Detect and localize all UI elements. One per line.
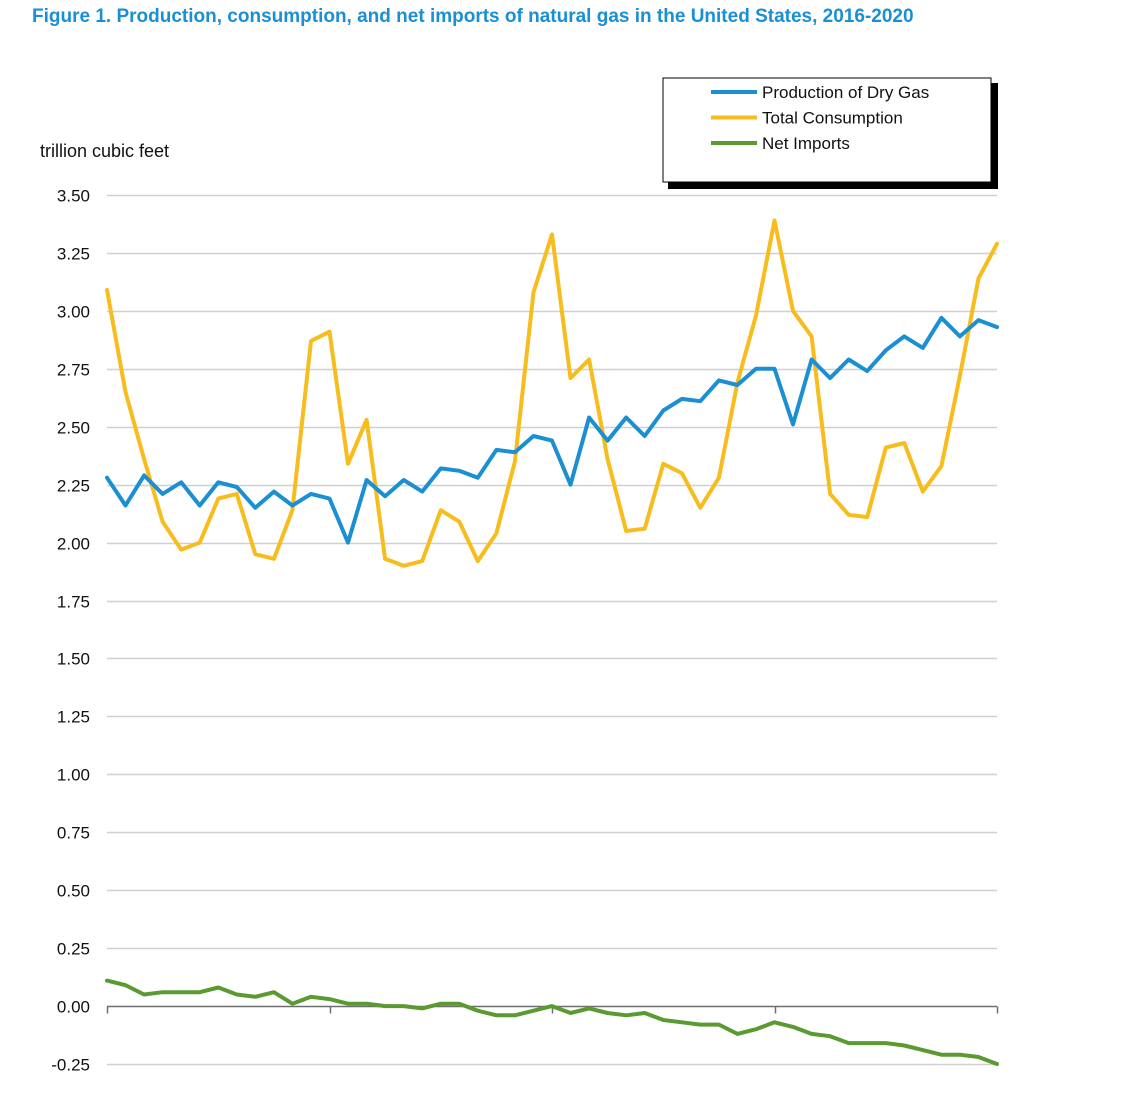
- y-axis-unit-label: trillion cubic feet: [40, 141, 170, 161]
- y-tick-label: 3.00: [57, 303, 90, 322]
- grid-lines: [107, 194, 997, 1066]
- y-tick-label: 2.00: [57, 535, 90, 554]
- series-lines: [105, 218, 999, 1066]
- y-tick-label: 0.50: [57, 882, 90, 901]
- legend-label: Production of Dry Gas: [762, 83, 929, 102]
- y-axis-tick-labels: -0.25 0.00 0.25 0.50 0.75 1.00 1.25 1.50 1.75 2.0…: [51, 187, 90, 1075]
- y-tick-label: 2.50: [57, 419, 90, 438]
- y-tick-label: 1.75: [57, 593, 90, 612]
- series-line-net-imports: [105, 978, 999, 1066]
- legend-label: Total Consumption: [762, 109, 903, 128]
- y-tick-label: 1.25: [57, 708, 90, 727]
- y-tick-label: 3.50: [57, 187, 90, 206]
- y-tick-label: 0.00: [57, 998, 90, 1017]
- y-tick-label: 2.75: [57, 361, 90, 380]
- series-line-production-of-dry-gas: [105, 315, 999, 545]
- legend-box: [662, 77, 992, 183]
- series-line-total-consumption: [105, 218, 999, 568]
- y-tick-label: 1.50: [57, 650, 90, 669]
- y-tick-label: 0.25: [57, 940, 90, 959]
- y-tick-label: 0.75: [57, 824, 90, 843]
- legend: Production of Dry Gas Total Consumption Ne…: [662, 77, 998, 189]
- y-tick-label: 1.00: [57, 766, 90, 785]
- y-tick-label: -0.25: [51, 1056, 90, 1075]
- legend-label: Net Imports: [762, 134, 850, 153]
- y-tick-label: 3.25: [57, 245, 90, 264]
- y-tick-label: 2.25: [57, 477, 90, 496]
- figure-title: Figure 1. Production, consumption, and n…: [32, 6, 914, 27]
